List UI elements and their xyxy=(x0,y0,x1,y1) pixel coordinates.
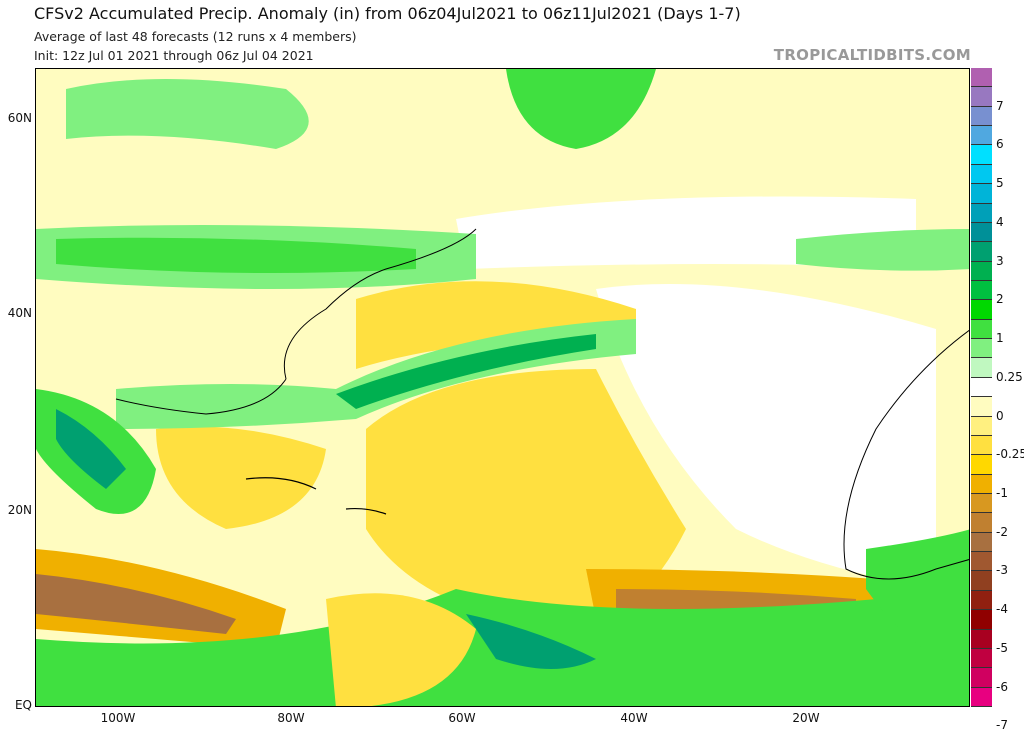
green-diagonal-band xyxy=(116,319,636,429)
yellow-gulf xyxy=(156,426,326,529)
colorbar-label: -2 xyxy=(996,524,1008,539)
colorbar-bin xyxy=(971,339,992,359)
africa-coast xyxy=(843,329,969,580)
colorbar-label: -7 xyxy=(996,718,1008,732)
colorbar-bin xyxy=(971,87,992,107)
colorbar-label: -1 xyxy=(996,486,1008,500)
lon-label: 80W xyxy=(277,711,305,725)
colorbar-bin xyxy=(971,164,992,185)
colorbar-bin xyxy=(971,494,992,514)
colorbar-bin xyxy=(971,184,992,204)
colorbar-label: 5 xyxy=(996,176,1004,191)
colorbar-label: 2 xyxy=(996,292,1004,307)
colorbar-bin xyxy=(971,513,992,533)
colorbar-bin xyxy=(971,261,992,281)
white-region-east-atlantic xyxy=(596,284,936,589)
init-info: Init: 12z Jul 01 2021 through 06z Jul 04… xyxy=(34,48,314,63)
colorbar-bin xyxy=(971,455,992,475)
colorbar-bin xyxy=(971,532,992,553)
map-subtitle: Average of last 48 forecasts (12 runs x … xyxy=(34,29,357,44)
colorbar-label: 0.25 xyxy=(996,369,1023,384)
colorbar-label: -3 xyxy=(996,563,1008,578)
colorbar-bin xyxy=(971,203,992,223)
lon-label: 40W xyxy=(620,711,648,725)
green-diagonal-core xyxy=(336,334,596,409)
colorbar-bin xyxy=(971,242,992,262)
colorbar-bin xyxy=(971,281,992,301)
colorbar-label: 4 xyxy=(996,214,1004,229)
lat-label: 60N xyxy=(7,111,32,125)
colorbar-bin xyxy=(971,300,992,320)
colorbar-label: 0 xyxy=(996,408,1004,423)
colorbar-label: -0.25 xyxy=(996,447,1024,462)
precip-anomaly-map xyxy=(35,68,970,707)
green-greenland xyxy=(506,69,656,149)
lon-label: 20W xyxy=(792,711,820,725)
colorbar-label: 7 xyxy=(996,98,1004,113)
green-east-band xyxy=(796,229,969,271)
colorbar-bin xyxy=(971,552,992,572)
colorbar-label: -4 xyxy=(996,602,1008,617)
colorbar-bin xyxy=(971,668,992,688)
map-title: CFSv2 Accumulated Precip. Anomaly (in) f… xyxy=(34,4,741,23)
colorbar-label: -5 xyxy=(996,640,1008,655)
colorbar-bin xyxy=(971,687,992,707)
colorbar-bin xyxy=(971,126,992,146)
colorbar-label: 3 xyxy=(996,253,1004,268)
colorbar-bin xyxy=(971,397,992,417)
colorbar-bin xyxy=(971,474,992,494)
brand-watermark: TROPICALTIDBITS.COM xyxy=(773,46,971,64)
colorbar-label: 6 xyxy=(996,137,1004,152)
map-field xyxy=(36,69,969,706)
colorbar-label: -6 xyxy=(996,679,1008,694)
colorbar-bin xyxy=(971,319,992,340)
yellow-central xyxy=(366,369,686,629)
lat-label: 40N xyxy=(7,306,32,320)
green-south-core xyxy=(466,614,596,669)
colorbar-bin xyxy=(971,648,992,669)
green-africa xyxy=(866,529,969,669)
colorbar-bin xyxy=(971,106,992,127)
colorbar-label: 1 xyxy=(996,331,1004,346)
yellow-south-america xyxy=(326,593,476,706)
colorbar-bin xyxy=(971,435,992,456)
colorbar-bin xyxy=(971,145,992,165)
green-mexico-core xyxy=(56,409,126,489)
lon-label: 100W xyxy=(100,711,136,725)
colorbar-bin xyxy=(971,610,992,630)
lat-label: 20N xyxy=(7,503,32,517)
lon-label: 60W xyxy=(448,711,476,725)
colorbar-bin xyxy=(971,571,992,591)
caribbean-islands xyxy=(245,477,387,515)
colorbar-bin xyxy=(971,222,992,243)
colorbar-bin xyxy=(971,358,992,378)
colorbar-bin xyxy=(971,590,992,611)
green-45n-core xyxy=(56,237,416,273)
colorbar-bin xyxy=(971,68,992,88)
green-canada xyxy=(66,79,309,149)
brown-pacific xyxy=(36,574,236,634)
north-america-coast xyxy=(115,228,477,415)
colorbar-bin xyxy=(971,377,992,398)
colorbar-bin xyxy=(971,629,992,649)
lat-label: EQ xyxy=(14,698,32,712)
colorbar xyxy=(971,68,992,707)
yellow-north-atlantic xyxy=(356,281,636,369)
colorbar-bin xyxy=(971,416,992,436)
